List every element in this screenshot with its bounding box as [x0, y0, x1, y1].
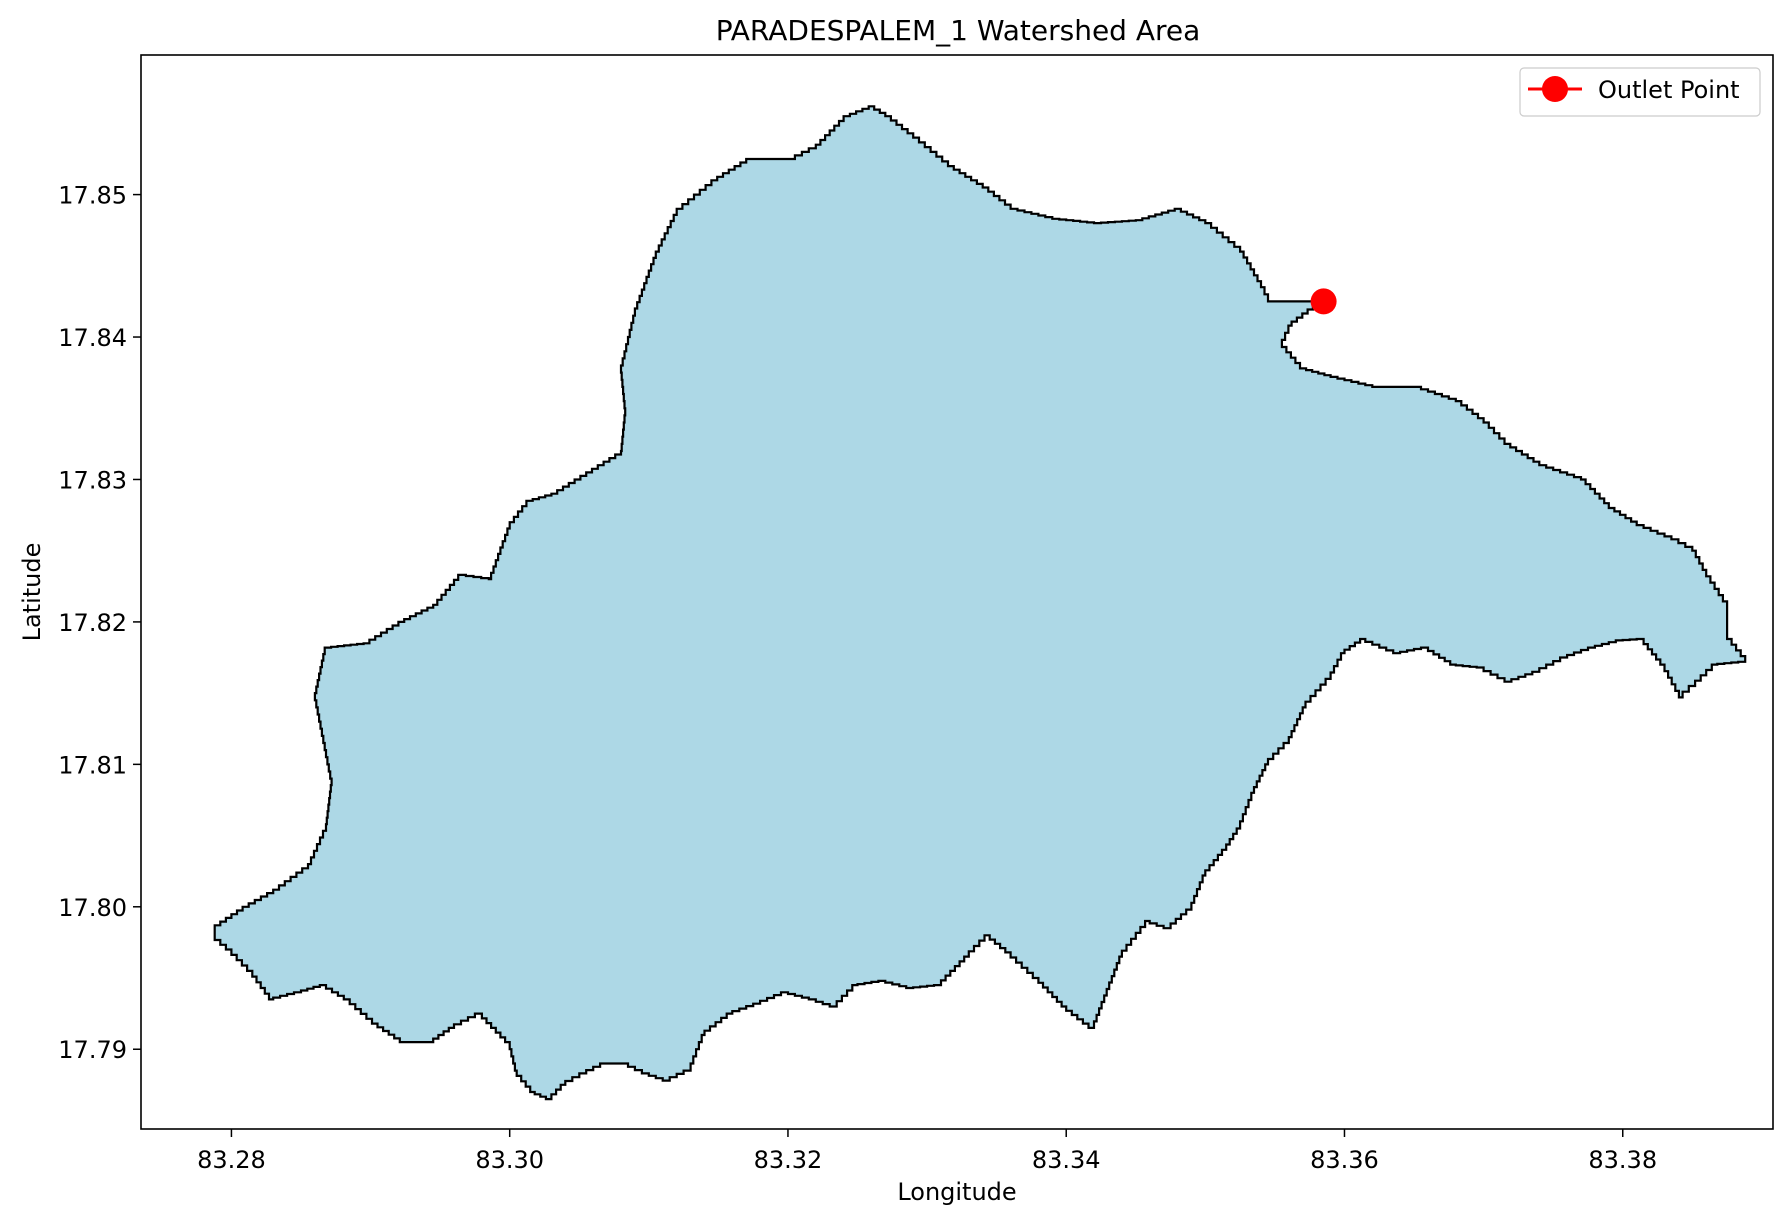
y-tick-label: 17.79	[58, 1036, 127, 1064]
y-tick-label: 17.84	[58, 324, 127, 352]
axes-frame	[140, 54, 1774, 1130]
y-axis-title: Latitude	[18, 543, 46, 642]
x-tick-label: 83.30	[475, 1146, 544, 1174]
watershed-polygon	[213, 105, 1747, 1101]
y-tick-label: 17.85	[58, 182, 127, 210]
outlet-point-marker	[1310, 288, 1337, 315]
chart-title: PARADESPALEM_1 Watershed Area	[716, 14, 1201, 47]
x-tick-label: 83.36	[1310, 1146, 1379, 1174]
y-tick-label: 17.82	[58, 609, 127, 637]
y-tick-label: 17.83	[58, 466, 127, 494]
legend-marker	[1542, 76, 1568, 102]
x-axis-ticks: 83.28 83.30 83.32 83.34 83.36 83.38	[197, 1129, 1657, 1174]
x-tick-label: 83.32	[754, 1146, 823, 1174]
legend-label-outlet-point: Outlet Point	[1598, 76, 1740, 104]
y-tick-label: 17.80	[58, 894, 127, 922]
y-tick-label: 17.81	[58, 751, 127, 779]
x-tick-label: 83.38	[1588, 1146, 1657, 1174]
x-tick-label: 83.28	[197, 1146, 266, 1174]
x-axis-title: Longitude	[897, 1178, 1016, 1206]
x-tick-label: 83.34	[1032, 1146, 1101, 1174]
watershed-layer	[213, 105, 1747, 1101]
legend-box	[1519, 67, 1761, 117]
legend: Outlet Point	[1519, 67, 1761, 117]
y-axis-ticks: 17.79 17.80 17.81 17.82 17.83 17.84 17.85	[58, 182, 141, 1064]
